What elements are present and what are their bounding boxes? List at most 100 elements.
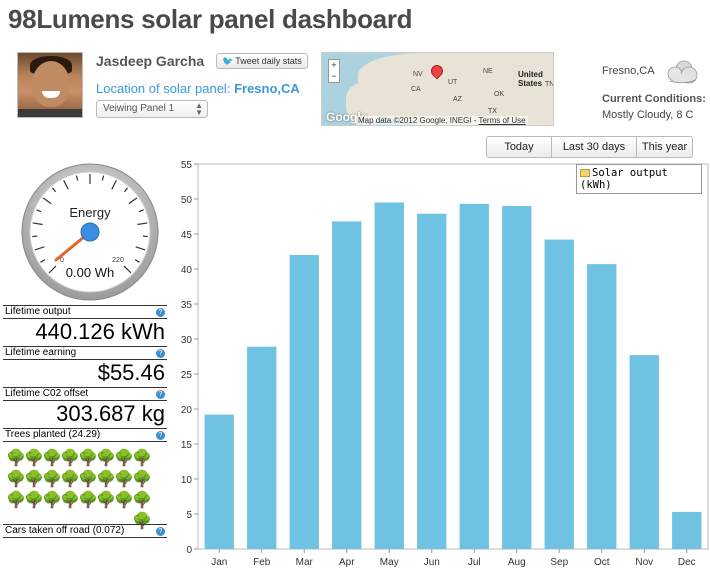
bar-jul[interactable] [459, 203, 489, 549]
x-tick-label: Feb [253, 557, 271, 568]
lifetime-earning-label: Lifetime earning [5, 347, 77, 358]
tree-icon: 🌳 [6, 492, 26, 509]
location-prefix: Location of solar panel: [96, 81, 231, 96]
help-icon[interactable]: ? [156, 349, 165, 358]
y-tick-label: 50 [181, 195, 193, 206]
chart-legend: Solar output (kWh) [576, 164, 702, 194]
help-icon[interactable]: ? [156, 390, 165, 399]
gauge-tick [137, 222, 148, 226]
bar-dec[interactable] [672, 511, 702, 549]
x-tick-label: May [380, 557, 399, 568]
tree-icon: 🌳 [132, 492, 152, 509]
solar-output-chart: 0 5 10 15 20 25 30 35 40 45 50 55 Jan Feb Mar Apr May Jun… [181, 160, 709, 568]
tree-icon: 🌳 [60, 492, 80, 509]
gauge-label: Energy [69, 205, 111, 220]
x-tick-label: Nov [635, 557, 653, 568]
bar-oct[interactable] [587, 264, 617, 549]
gauge-tick [63, 180, 69, 190]
this-year-button[interactable]: This year [636, 136, 693, 158]
bar-mar[interactable] [289, 255, 319, 549]
zoom-out-button[interactable]: − [331, 71, 337, 81]
location-map[interactable]: NV CA UT AZ NE OK TX TN United States + … [321, 52, 554, 126]
lifetime-co2-value: 303.687 kg [56, 401, 165, 426]
page-title: 98Lumens solar panel dashboard [8, 4, 413, 34]
x-tick-label: Oct [594, 557, 610, 568]
y-tick-label: 40 [181, 265, 193, 276]
map-zoom-control[interactable]: + − [328, 59, 340, 83]
gauge-min: 0 [60, 257, 64, 264]
bar-sep[interactable] [544, 239, 574, 549]
gauge-tick [138, 209, 144, 213]
lifetime-output-stat: Lifetime output? 440.126 kWh [3, 305, 167, 345]
bar-feb[interactable] [247, 346, 277, 549]
weather-city: Fresno,CA [602, 65, 655, 77]
panel-select[interactable]: Veiwing Panel 1 ▲ ▼ [96, 100, 208, 118]
x-tick-label: Sep [550, 557, 568, 568]
map-attribution: Map data ©2012 Google, INEGI - Terms of … [356, 116, 528, 125]
tweet-daily-stats-button[interactable]: 🐦 Tweet daily stats [216, 53, 308, 69]
y-tick-label: 30 [181, 335, 193, 346]
help-icon[interactable]: ? [156, 308, 165, 317]
gauge-tick [128, 197, 138, 205]
gauge-tick [32, 222, 43, 226]
tree-icon: 🌳 [6, 471, 26, 488]
map-country-label: United States [518, 70, 543, 88]
legend-swatch [580, 169, 590, 177]
tree-icon: 🌳 [114, 492, 134, 509]
trees-grid: 🌳🌳🌳🌳🌳🌳🌳🌳🌳🌳🌳🌳🌳🌳🌳🌳🌳🌳🌳🌳🌳🌳🌳🌳🌳🌳🌳🌳🌳🌳🌳🌳 [6, 450, 170, 534]
zoom-in-button[interactable]: + [331, 60, 337, 70]
gauge-tick [36, 209, 42, 213]
tree-icon: 🌳 [60, 471, 80, 488]
tree-icon: 🌳 [24, 471, 44, 488]
x-tick-label: Aug [508, 557, 526, 568]
gauge-tick [101, 175, 105, 181]
x-tick-label: Jan [211, 557, 227, 568]
tree-icon: 🌳 [6, 450, 26, 467]
tree-icon: 🌳 [132, 513, 152, 530]
y-tick-label: 15 [181, 440, 193, 451]
cloudy-icon [667, 60, 698, 84]
gauge-tick [111, 180, 117, 190]
plot-area [197, 163, 709, 550]
bar-apr[interactable] [332, 221, 362, 549]
tree-icon: 🌳 [96, 471, 116, 488]
gauge-tick [51, 187, 57, 193]
tree-icon: 🌳 [132, 471, 152, 488]
help-icon[interactable]: ? [156, 431, 165, 440]
y-tick-label: 10 [181, 475, 193, 486]
bar-nov[interactable] [629, 355, 659, 549]
tree-icon: 🌳 [60, 450, 80, 467]
gauge-tick [135, 246, 146, 251]
y-tick-label: 25 [181, 370, 193, 381]
help-icon[interactable]: ? [156, 527, 165, 536]
bar-aug[interactable] [502, 206, 532, 549]
gauge-tick [134, 259, 140, 263]
y-tick-label: 0 [186, 545, 192, 556]
terms-of-use-link[interactable]: Terms of Use [478, 116, 526, 125]
tree-icon: 🌳 [42, 471, 62, 488]
gauge-tick [75, 175, 79, 181]
tree-icon: 🌳 [78, 471, 98, 488]
today-button[interactable]: Today [486, 136, 552, 158]
trees-planted-label: Trees planted (24.29) [5, 429, 101, 440]
avatar [17, 52, 83, 118]
select-arrows-icon: ▲ ▼ [195, 101, 203, 117]
y-tick-label: 35 [181, 300, 193, 311]
trees-planted-stat: Trees planted (24.29)? [3, 428, 167, 442]
legend-series-name: Solar output (kWh) [580, 167, 668, 191]
cars-off-road-label: Cars taken off road (0.072) [5, 525, 125, 536]
panel-select-value: Veiwing Panel 1 [103, 103, 175, 114]
y-tick-label: 20 [181, 405, 193, 416]
lifetime-output-value: 440.126 kWh [35, 319, 165, 344]
lifetime-earning-value: $55.46 [97, 360, 165, 385]
bar-may[interactable] [374, 202, 404, 550]
current-conditions-label: Current Conditions: [602, 93, 706, 105]
y-tick-label: 5 [186, 510, 192, 521]
bar-jan[interactable] [204, 414, 234, 549]
gauge-tick [34, 246, 45, 251]
time-range-selector: Today Last 30 days This year [486, 136, 693, 158]
x-tick-label: Jul [468, 557, 481, 568]
tree-icon: 🌳 [114, 450, 134, 467]
bar-jun[interactable] [417, 213, 447, 549]
x-tick-label: Jun [424, 557, 440, 568]
